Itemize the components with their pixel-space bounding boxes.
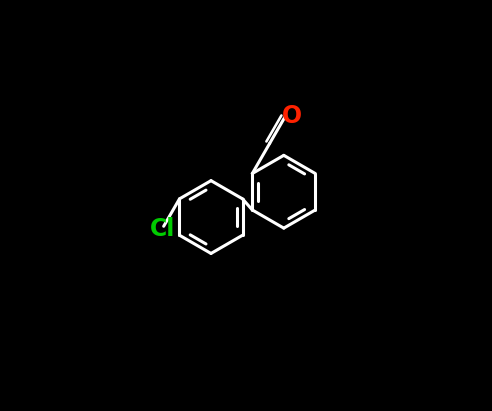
Text: O: O (281, 104, 302, 128)
Text: Cl: Cl (150, 217, 175, 241)
